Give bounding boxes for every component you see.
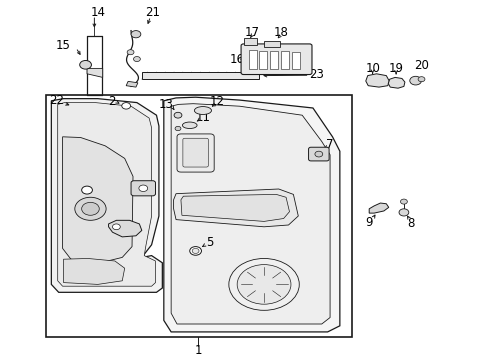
Text: 18: 18 [273,26,287,39]
Circle shape [400,199,407,204]
Text: 21: 21 [145,6,160,19]
Circle shape [237,265,290,304]
Bar [142,72,259,79]
Ellipse shape [194,107,211,114]
Circle shape [133,57,140,62]
Text: 14: 14 [90,6,105,19]
Circle shape [112,224,120,230]
Circle shape [409,76,421,85]
Text: 19: 19 [388,62,403,75]
Circle shape [131,31,141,38]
FancyBboxPatch shape [177,134,214,172]
Bar [46,95,351,337]
Circle shape [81,186,92,194]
Circle shape [122,103,130,109]
Circle shape [398,209,408,216]
Circle shape [189,247,201,255]
Bar [281,51,288,69]
Text: 16: 16 [229,53,244,66]
Polygon shape [51,99,162,292]
Text: 23: 23 [308,68,323,81]
Bar [249,50,256,69]
Polygon shape [181,194,289,221]
Text: 3: 3 [68,192,76,205]
Circle shape [192,248,199,253]
Polygon shape [62,137,133,263]
Text: 17: 17 [244,26,259,39]
Polygon shape [63,258,124,284]
Text: 1: 1 [194,345,202,357]
Circle shape [139,185,147,192]
Text: 15: 15 [56,39,71,51]
Bar [259,51,266,69]
Bar [264,41,279,47]
Text: 8: 8 [406,217,414,230]
Polygon shape [58,103,155,286]
Polygon shape [387,77,404,88]
FancyBboxPatch shape [183,138,208,167]
Polygon shape [126,81,138,87]
Text: 10: 10 [365,62,379,75]
Circle shape [174,112,182,118]
Text: 13: 13 [159,98,173,111]
Text: 22: 22 [49,94,63,107]
Text: 12: 12 [210,95,224,108]
Polygon shape [87,68,102,77]
Circle shape [314,151,322,157]
Polygon shape [368,203,388,213]
FancyBboxPatch shape [241,44,311,75]
Circle shape [417,77,424,82]
Circle shape [80,60,91,69]
Text: 7: 7 [325,138,333,151]
Text: 20: 20 [413,59,428,72]
Text: 11: 11 [195,111,210,123]
Circle shape [175,126,181,131]
Polygon shape [173,189,298,227]
Polygon shape [163,97,339,332]
Text: 5: 5 [206,237,214,249]
FancyBboxPatch shape [308,147,328,161]
FancyBboxPatch shape [131,181,155,196]
Circle shape [228,258,299,310]
Bar [243,38,257,45]
Text: 4: 4 [120,176,127,189]
Polygon shape [108,220,142,237]
Polygon shape [171,104,329,324]
Ellipse shape [182,122,197,129]
Text: 2: 2 [107,95,115,108]
Circle shape [127,50,134,55]
Text: 6: 6 [94,217,102,230]
Circle shape [81,202,99,215]
Polygon shape [365,74,388,87]
Text: 9: 9 [365,216,372,229]
Circle shape [75,197,106,220]
Bar [270,51,277,69]
Bar [292,52,299,69]
